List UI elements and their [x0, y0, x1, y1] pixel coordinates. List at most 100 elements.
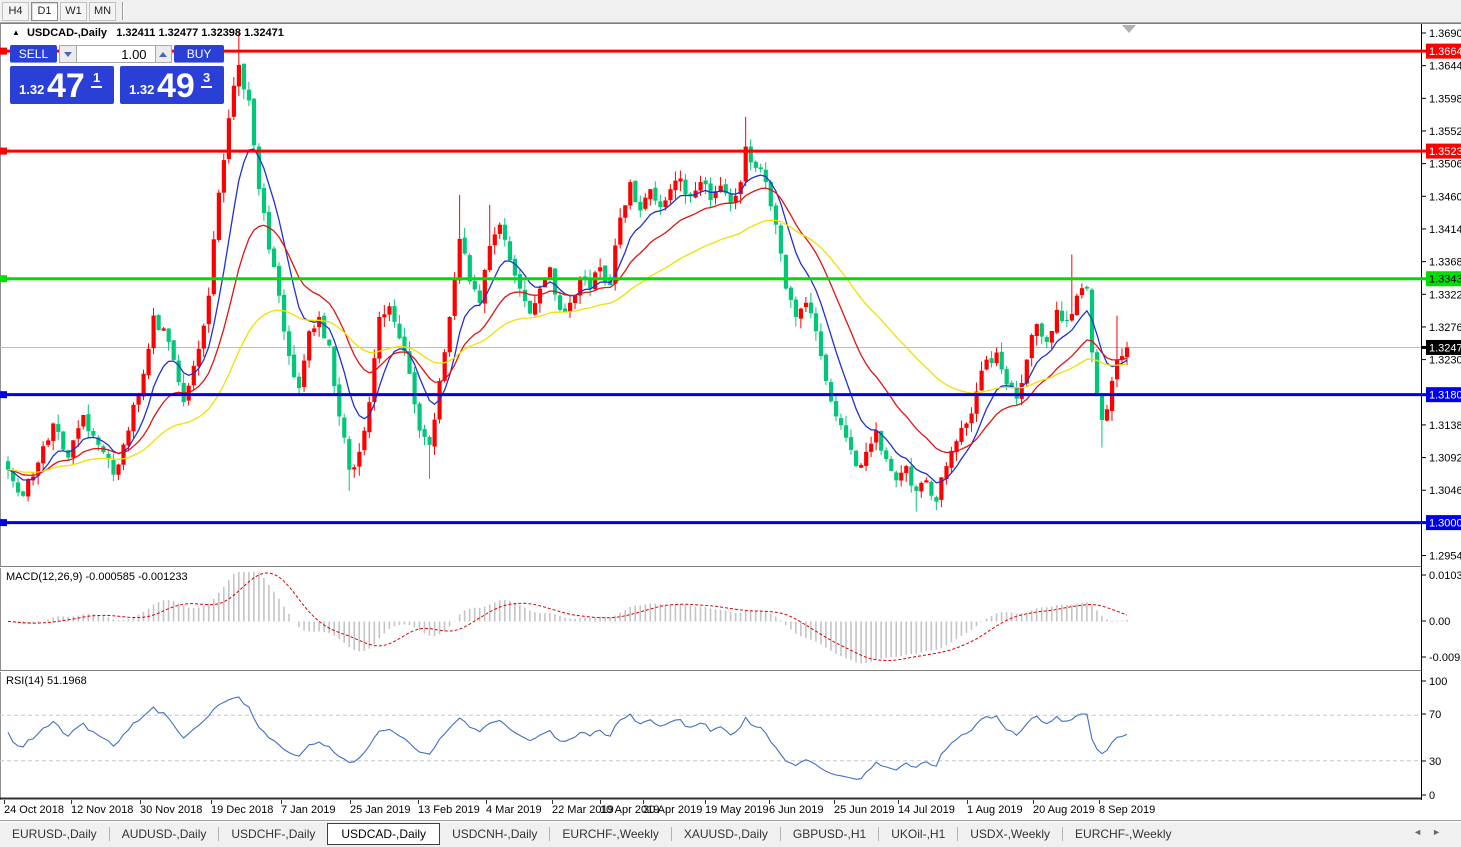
- tab-separator: [957, 827, 959, 841]
- price-tick-label: 1.34600: [1429, 191, 1461, 203]
- date-tick: [834, 800, 835, 804]
- date-label: 4 Mar 2019: [486, 804, 542, 816]
- date-tick: [418, 800, 419, 804]
- date-tick: [350, 800, 351, 804]
- price-tick-label: 1.31380: [1429, 420, 1461, 432]
- chart-tab-audusd-daily[interactable]: AUDUSD-,Daily: [121, 827, 207, 841]
- price-tag-1.36645: [1426, 43, 1461, 59]
- rsi-axis-label: 0: [1429, 790, 1435, 800]
- macd-main-value: -0.000585: [85, 571, 136, 583]
- ma-mid-line: [7, 187, 1128, 476]
- volume-increase-button[interactable]: [154, 45, 173, 63]
- date-tick: [967, 800, 968, 804]
- timeframe-button-w1[interactable]: W1: [60, 1, 87, 21]
- tab-separator: [108, 827, 110, 841]
- tab-separator: [549, 827, 551, 841]
- hline-marker-2: [0, 275, 7, 283]
- ma-slow-line: [7, 219, 1128, 474]
- date-label: 20 Aug 2019: [1033, 804, 1095, 816]
- auto-scroll-marker-icon: [1122, 25, 1136, 33]
- hline-marker-1: [0, 147, 7, 155]
- chart-tab-eurchf-weekly[interactable]: EURCHF-,Weekly: [562, 827, 659, 841]
- tabs-scroll-left-icon[interactable]: ◄: [1413, 827, 1433, 837]
- arrow-up-icon: [159, 51, 168, 57]
- chart-tab-ukoil-h1[interactable]: UKOil-,H1: [891, 827, 946, 841]
- chart-tab-usdcad-daily[interactable]: USDCAD-,Daily: [327, 823, 441, 845]
- buy-button[interactable]: BUY: [174, 45, 225, 63]
- price-tick-label: 1.29540: [1429, 551, 1461, 563]
- ohlc-values: 1.32411 1.32477 1.32398 1.32471: [116, 27, 284, 39]
- price-tick-label: 1.34140: [1429, 224, 1461, 236]
- price-tick-label: 1.35060: [1429, 159, 1461, 171]
- tab-separator: [878, 827, 880, 841]
- date-tick: [643, 800, 644, 804]
- timeframe-button-h4[interactable]: H4: [2, 1, 29, 21]
- date-tick: [552, 800, 553, 804]
- date-tick: [281, 800, 282, 804]
- tab-separator: [670, 827, 672, 841]
- price-tag-label: 1.30004: [1429, 518, 1461, 530]
- date-tick: [769, 800, 770, 804]
- date-tick: [71, 800, 72, 804]
- price-tick-label: 1.32760: [1429, 322, 1461, 334]
- date-tick: [140, 800, 141, 804]
- macd-pane-label: MACD(12,26,9) -0.000585 -0.001233: [6, 571, 188, 583]
- date-tick: [705, 800, 706, 804]
- arrow-down-icon: [63, 51, 72, 57]
- tabs-scroll-right-icon[interactable]: ►: [1432, 827, 1451, 837]
- sell-price-button[interactable]: 1.32 47 1: [10, 66, 114, 104]
- tab-separator: [1062, 827, 1064, 841]
- price-tick-label: 1.36900: [1429, 28, 1461, 40]
- rsi-line: [7, 696, 1128, 780]
- price-tick-label: 1.35520: [1429, 126, 1461, 138]
- macd-axis-label: 0.010311: [1429, 570, 1461, 582]
- date-label: 6 Jun 2019: [769, 804, 824, 816]
- timeframe-button-d1[interactable]: D1: [31, 1, 58, 21]
- rsi-axis-label: 70: [1429, 709, 1441, 721]
- timeframe-button-mn[interactable]: MN: [89, 1, 116, 21]
- date-label: 25 Jun 2019: [834, 804, 895, 816]
- macd-signal-value: -0.001233: [138, 571, 188, 583]
- sell-price-digits: 47: [47, 67, 85, 105]
- hline-marker-3: [0, 391, 7, 399]
- sell-button[interactable]: SELL: [10, 45, 57, 63]
- collapse-trade-panel-icon[interactable]: ▲: [12, 28, 20, 37]
- date-label: 19 Dec 2018: [211, 804, 274, 816]
- date-label: 30 Nov 2018: [140, 804, 203, 816]
- macd-axis-label: 0.00: [1429, 616, 1450, 628]
- price-tag-1.33439: [1426, 271, 1461, 287]
- time-axis[interactable]: 24 Oct 2018 12 Nov 2018 30 Nov 2018 19 Dec …: [0, 800, 1461, 820]
- chart-canvas[interactable]: 1.36900 1.36440 1.35980 1.35520 1.35060 1.346…: [0, 0, 1461, 800]
- chart-tab-usdx-weekly[interactable]: USDX-,Weekly: [970, 827, 1051, 841]
- date-label: 1 Aug 2019: [967, 804, 1023, 816]
- price-tag-label: 1.35237: [1429, 146, 1461, 158]
- hline-marker-0: [0, 47, 7, 55]
- chart-tab-eurchf-weekly[interactable]: EURCHF-,Weekly: [1075, 827, 1172, 841]
- volume-decrease-button[interactable]: [58, 45, 77, 63]
- sell-price-pipette: 1: [91, 70, 103, 88]
- price-tag-label: 1.31806: [1429, 390, 1461, 402]
- toolbar-separator: [122, 2, 124, 20]
- chart-tab-eurusd-daily[interactable]: EURUSD-,Daily: [12, 827, 97, 841]
- price-tag-1.30004: [1426, 515, 1461, 531]
- date-label: 12 Nov 2018: [71, 804, 134, 816]
- buy-price-button[interactable]: 1.32 49 3: [120, 66, 224, 104]
- chart-tab-gbpusd-h1[interactable]: GBPUSD-,H1: [792, 827, 867, 841]
- date-label: 19 May 2019: [705, 804, 769, 816]
- price-tick-label: 1.30920: [1429, 453, 1461, 465]
- volume-input[interactable]: [76, 45, 155, 63]
- tab-separator: [218, 827, 220, 841]
- buy-price-pipette: 3: [201, 70, 213, 88]
- date-tick: [211, 800, 212, 804]
- date-tick: [898, 800, 899, 804]
- date-label: 8 Sep 2019: [1099, 804, 1156, 816]
- date-label: 7 Jan 2019: [281, 804, 336, 816]
- date-label: 24 Oct 2018: [4, 804, 64, 816]
- buy-price-digits: 49: [157, 67, 195, 105]
- rsi-axis-label: 100: [1429, 676, 1447, 688]
- chart-tab-xauusd-daily[interactable]: XAUUSD-,Daily: [683, 827, 768, 841]
- price-tick-label: 1.36440: [1429, 61, 1461, 73]
- chart-tab-usdcnh-daily[interactable]: USDCNH-,Daily: [452, 827, 538, 841]
- chart-tab-usdchf-daily[interactable]: USDCHF-,Daily: [231, 827, 316, 841]
- candles-layer: [6, 33, 1130, 512]
